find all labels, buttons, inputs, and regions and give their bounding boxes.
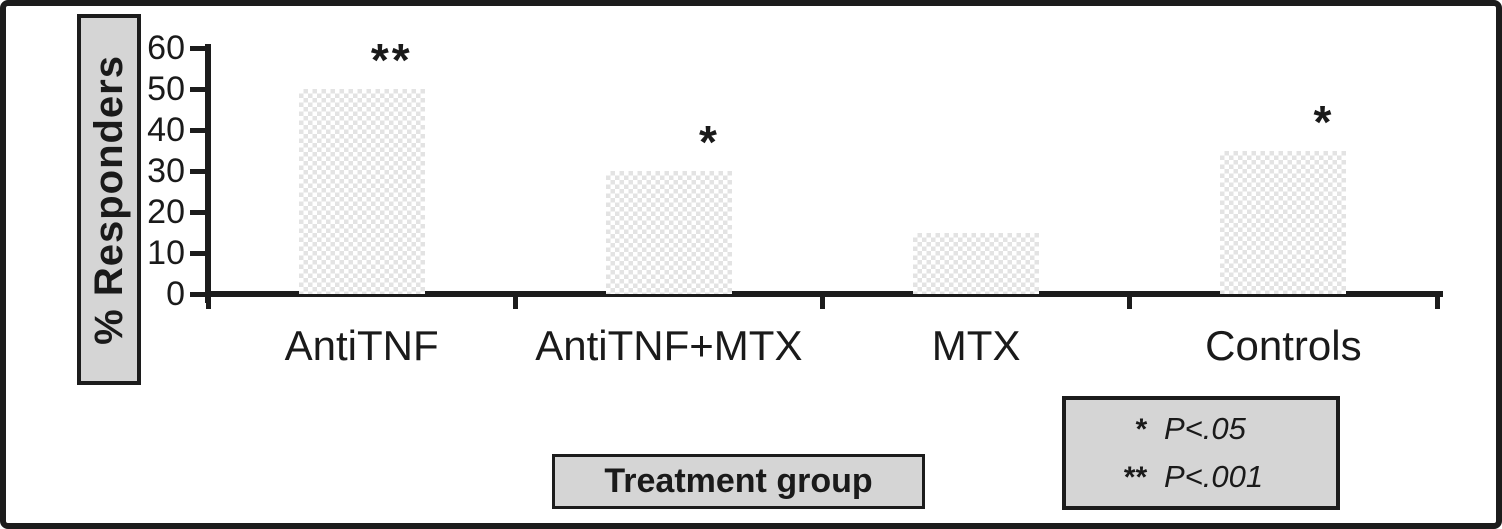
category-label: MTX [931, 322, 1021, 369]
x-axis-title-box: Treatment group [552, 454, 925, 509]
legend-label: P<.05 [1164, 411, 1246, 447]
y-tick-label: 20 [147, 193, 185, 231]
bar-antitnf [298, 89, 425, 294]
legend-label: P<.001 [1164, 458, 1264, 494]
y-tick-mark [190, 210, 205, 215]
y-tick-label: 0 [166, 275, 185, 313]
x-tick-mark [205, 294, 211, 309]
significance-marker: ** [370, 34, 413, 86]
bar-antitnf-mtx [605, 171, 732, 294]
legend-symbol: * [1134, 413, 1146, 447]
category-label: AntiTNF+MTX [535, 322, 803, 369]
bar-controls [1220, 150, 1347, 294]
x-tick-mark [512, 294, 518, 309]
y-tick-mark [190, 128, 205, 133]
significance-marker: * [1313, 95, 1335, 148]
y-tick-label: 10 [147, 234, 185, 272]
y-tick-mark [190, 251, 205, 256]
legend-symbol: ** [1122, 460, 1146, 494]
category-label: Controls [1205, 322, 1362, 369]
x-axis-title: Treatment group [604, 462, 873, 500]
y-axis-spine [205, 44, 211, 303]
x-tick-mark [1434, 294, 1440, 309]
bar-mtx [913, 232, 1040, 294]
y-tick-mark [190, 87, 205, 92]
y-tick-label: 50 [147, 70, 185, 108]
y-axis-label-box: % Responders [77, 14, 141, 385]
legend-entry: * P<.05 [1088, 411, 1336, 447]
y-tick-mark [190, 292, 205, 297]
x-tick-mark [820, 294, 825, 309]
y-tick-label: 60 [147, 29, 185, 67]
y-tick-label: 40 [147, 111, 185, 149]
y-tick-mark [190, 169, 205, 174]
legend-box: * P<.05 ** P<.001 [1062, 396, 1340, 510]
x-tick-mark [1127, 294, 1133, 309]
y-tick-mark [190, 46, 205, 51]
y-tick-label: 30 [147, 152, 185, 190]
category-label: AntiTNF [284, 322, 439, 369]
significance-marker: * [698, 116, 720, 168]
legend-entry: ** P<.001 [1088, 459, 1336, 495]
